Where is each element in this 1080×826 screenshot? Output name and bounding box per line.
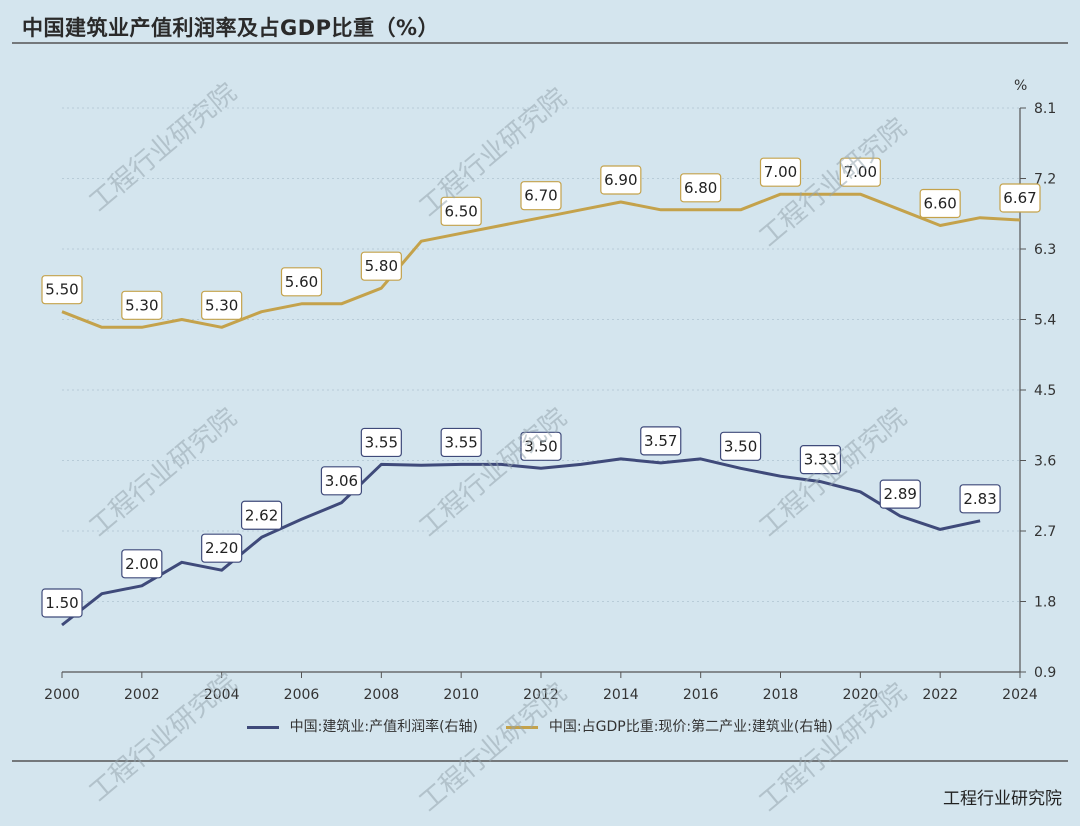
x-tick-label: 2020 [843, 687, 879, 703]
data-label: 2.00 [125, 555, 158, 573]
data-label-box [999, 183, 1041, 213]
data-label: 6.90 [604, 171, 637, 189]
x-tick-label: 2024 [1002, 687, 1038, 703]
data-label-box [839, 157, 881, 187]
legend-swatch-gdp-share [506, 725, 539, 729]
data-label: 3.33 [804, 451, 837, 469]
data-label-box [759, 157, 802, 187]
data-label-box [919, 188, 961, 219]
y-tick-label: 5.4 [1034, 313, 1056, 329]
data-label-box [520, 431, 562, 461]
data-label: 5.80 [365, 257, 398, 275]
data-label: 1.50 [45, 594, 78, 612]
x-tick-label: 2014 [603, 687, 639, 703]
data-label: 3.55 [365, 433, 398, 451]
x-tick-label: 2002 [124, 687, 160, 703]
data-label-box [41, 275, 83, 305]
data-label-box [240, 500, 283, 530]
data-label: 5.30 [125, 296, 158, 314]
data-label: 6.50 [444, 202, 477, 220]
data-label: 2.62 [245, 506, 278, 524]
legend-swatch-profit-margin [247, 725, 280, 729]
legend: 中国:建筑业:产值利润率(右轴) 中国:占GDP比重:现价:第二产业:建筑业(右… [0, 716, 1080, 736]
data-label-box [440, 427, 482, 458]
y-tick-label: 8.1 [1034, 101, 1056, 117]
data-labels: 1.50 2.00 2.20 2.62 3.06 3.55 3.55 3.50 3.57 3.50… [41, 157, 1041, 618]
data-label: 3.50 [724, 437, 757, 455]
x-tick-label: 2006 [284, 687, 320, 703]
x-tick-label: 2012 [523, 687, 559, 703]
data-label: 3.06 [325, 472, 358, 490]
y-tick-label: 1.8 [1034, 595, 1056, 611]
legend-item-profit-margin: 中国:建筑业:产值利润率(右轴) [247, 716, 478, 736]
data-label: 3.55 [444, 433, 477, 451]
y-unit-label: % [1014, 78, 1027, 94]
data-label: 6.80 [684, 179, 717, 197]
data-label: 6.67 [1003, 189, 1036, 207]
data-label-box [121, 549, 163, 579]
x-tick-label: 2016 [683, 687, 719, 703]
y-tick-label: 2.7 [1034, 524, 1056, 540]
data-label-box [799, 445, 842, 475]
y-tick-label: 3.6 [1034, 454, 1056, 470]
data-label-box [640, 426, 682, 456]
x-tick-label: 2008 [364, 687, 400, 703]
data-label-box [201, 533, 243, 563]
data-label: 6.70 [524, 187, 557, 205]
data-label-box [879, 479, 921, 509]
data-label-box [959, 484, 1001, 514]
data-label-box [719, 431, 762, 461]
legend-item-gdp-share: 中国:占GDP比重:现价:第二产业:建筑业(右轴) [506, 716, 833, 736]
axes: 0.9 1.8 2.7 3.6 4.5 5.4 6.3 7.2 8.1% 2000 2002 2004… [44, 78, 1056, 703]
x-tick-label: 2018 [763, 687, 799, 703]
data-label-box [600, 165, 642, 195]
data-label: 5.60 [285, 273, 318, 291]
data-label: 3.57 [644, 432, 677, 450]
x-tick-label: 2004 [204, 687, 240, 703]
data-label-box [201, 290, 243, 320]
data-label: 5.50 [45, 281, 78, 299]
data-label-box [520, 181, 562, 211]
y-tick-label: 0.9 [1034, 665, 1056, 681]
data-label-box [41, 588, 83, 618]
legend-label-profit-margin: 中国:建筑业:产值利润率(右轴) [289, 719, 479, 735]
series-line-1 [61, 192, 1021, 329]
series-line-0 [61, 457, 981, 627]
data-label: 3.50 [524, 437, 557, 455]
data-label: 7.00 [844, 163, 877, 181]
data-label: 2.20 [205, 539, 238, 557]
y-tick-label: 4.5 [1034, 383, 1056, 399]
x-tick-label: 2010 [443, 687, 479, 703]
y-tick-label: 6.3 [1034, 242, 1056, 258]
data-label-box [121, 290, 163, 320]
chart-title: 中国建筑业产值利润率及占GDP比重（%） [22, 16, 440, 40]
x-tick-label: 2000 [44, 687, 80, 703]
data-label-box [680, 173, 722, 203]
data-label-box [440, 196, 482, 226]
data-label-box [360, 427, 402, 458]
data-label-box [320, 466, 363, 496]
data-label: 7.00 [764, 163, 797, 181]
data-label: 2.89 [884, 485, 917, 503]
series-lines [61, 192, 1021, 627]
data-label: 2.83 [963, 490, 996, 508]
data-label: 5.30 [205, 296, 238, 314]
y-tick-label: 7.2 [1034, 172, 1056, 188]
data-label-box [360, 251, 402, 281]
source-credit: 工程行业研究院 [943, 789, 1062, 809]
x-tick-label: 2022 [922, 687, 958, 703]
legend-label-gdp-share: 中国:占GDP比重:现价:第二产业:建筑业(右轴) [548, 719, 833, 735]
data-label: 6.60 [923, 195, 956, 213]
data-label-box [280, 267, 323, 297]
